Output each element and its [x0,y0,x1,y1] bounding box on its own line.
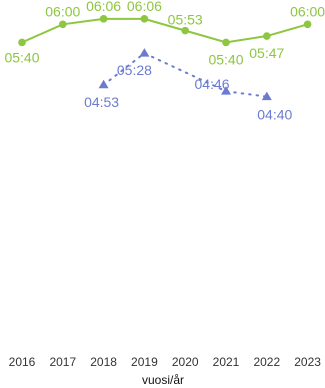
series-1-point-2023 [303,20,312,29]
series-1-label-2020: 05:53 [168,12,203,28]
series-1-label-2021: 05:40 [208,51,243,67]
series-1-point-2017 [59,20,67,29]
series-1-point-2021 [222,38,230,47]
series-2-point-2021 [221,86,231,95]
series-1-point-2016 [18,38,26,47]
series-2-label-2019: 05:28 [117,62,152,78]
x-tick-label-2016: 2016 [9,355,36,369]
series-1-point-2022 [263,32,271,40]
x-tick-label-2019: 2019 [131,355,158,369]
series-1-label-2022: 05:47 [249,45,284,61]
series-2-label-2018: 04:53 [84,94,119,110]
series-1-label-2019: 06:06 [127,0,162,14]
series-2-point-2019 [139,48,150,57]
x-axis: 2016 2017 2018 2019 2020 2021 2022 2023 [9,355,322,369]
series-1-label-2017: 06:00 [45,3,80,19]
x-tick-label-2018: 2018 [90,355,117,369]
series-1-point-2018 [99,15,108,23]
series-1-point-2020 [181,26,189,35]
series-2-label-2022: 04:40 [257,107,292,123]
series-1-point-2019 [140,15,149,23]
series-2-point-2022 [261,91,272,101]
series-1-label-2018: 06:06 [86,0,121,14]
x-tick-label-2022: 2022 [253,355,280,369]
x-tick-label-2021: 2021 [213,355,240,369]
series-1-label-2016: 05:40 [4,49,39,65]
series-2-point-2018 [98,79,109,89]
data-label-layer: 05:40 06:00 06:06 06:06 05:53 05:40 05:47 06:00… [4,0,325,123]
series-2-label-2021: 04:46 [194,76,229,92]
series-1-line [21,17,309,44]
x-tick-label-2017: 2017 [49,355,76,369]
series-2-line [102,52,268,98]
x-tick-label-2023: 2023 [294,355,321,369]
series-layer [18,15,312,101]
x-axis-title: vuosi/år [142,373,184,387]
x-tick-label-2020: 2020 [172,355,199,369]
series-1-label-2023: 06:00 [290,3,325,19]
